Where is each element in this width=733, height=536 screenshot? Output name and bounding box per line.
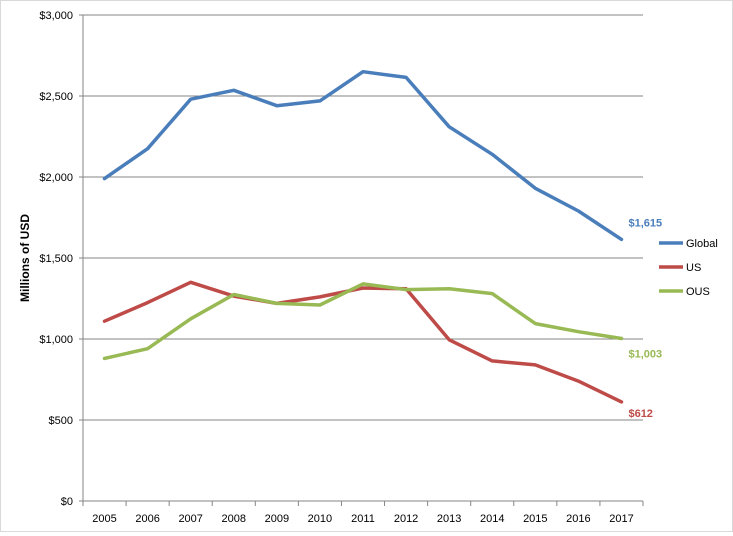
end-label-ous: $1,003: [628, 349, 662, 361]
series-lines: [102, 69, 624, 404]
y-tick-label: $500: [49, 415, 73, 427]
y-tick-label: $2,000: [39, 172, 73, 184]
end-label-us: $612: [628, 408, 652, 420]
end-label-global: $1,615: [628, 217, 662, 229]
x-tick-label: 2012: [394, 513, 418, 525]
end-labels: $1,615 $612 $1,003: [628, 217, 662, 419]
x-tick-label: 2014: [480, 513, 504, 525]
x-tick-label: 2008: [222, 513, 246, 525]
x-tick-label: 2009: [265, 513, 289, 525]
x-tick-label: 2016: [566, 513, 590, 525]
series-line-ous: [102, 282, 624, 361]
x-tick-label: 2011: [351, 513, 375, 525]
y-tick-labels: $0 $500 $1,000 $1,500 $2,000 $2,500 $3,000: [39, 10, 73, 508]
y-tick-label: $0: [61, 496, 73, 508]
x-tick-label: 2017: [609, 513, 633, 525]
x-tick-label: 2015: [523, 513, 547, 525]
y-tick-label: $1,000: [39, 334, 73, 346]
x-tick-label: 2006: [135, 513, 159, 525]
x-tick-label: 2010: [308, 513, 332, 525]
series-line-us: [102, 280, 624, 404]
y-tick-label: $2,500: [39, 91, 73, 103]
legend-label-us: US: [686, 262, 701, 274]
y-axis-title: Millions of USD: [18, 214, 32, 302]
axes: [82, 15, 643, 502]
legend-label-ous: OUS: [686, 286, 710, 298]
x-tick-label: 2007: [178, 513, 202, 525]
legend: Global US OUS: [659, 238, 718, 298]
series-line-global: [102, 69, 624, 242]
y-tick-label: $1,500: [39, 253, 73, 265]
x-tick-label: 2005: [92, 513, 116, 525]
x-tick-label: 2013: [437, 513, 461, 525]
legend-label-global: Global: [686, 238, 718, 250]
y-tick-label: $3,000: [39, 10, 73, 22]
gridlines: [79, 14, 643, 502]
x-tick-labels: 2005 2006 2007 2008 2009 2010 2011 2012 2013 2014…: [82, 501, 644, 525]
